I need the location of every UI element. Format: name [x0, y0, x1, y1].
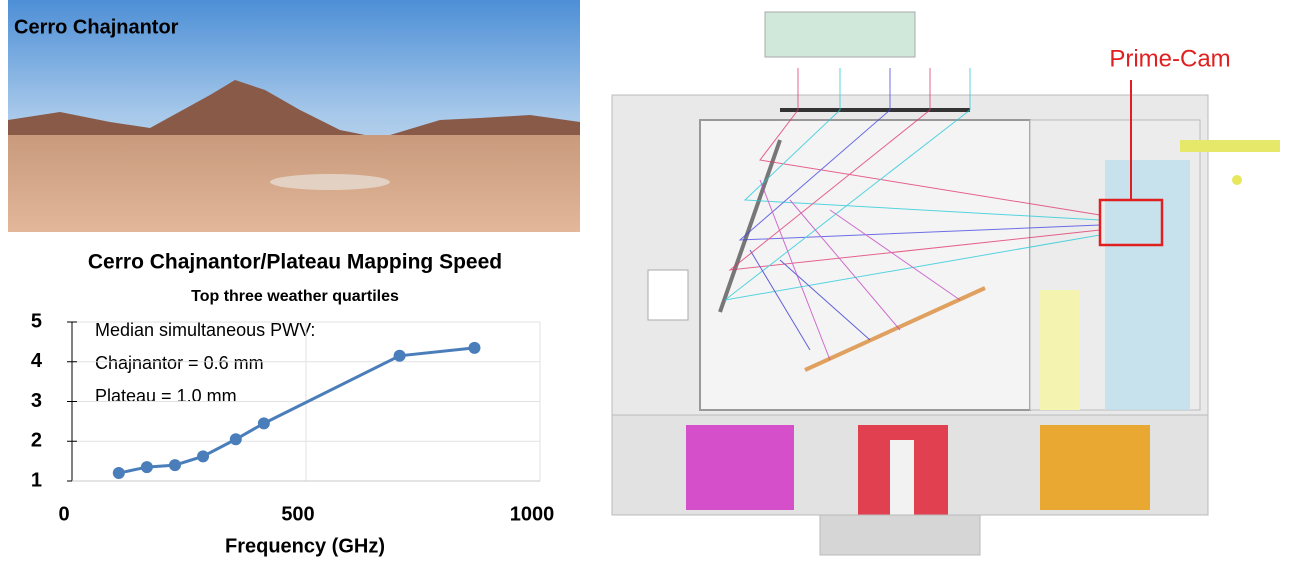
y-tick-label: 1 — [31, 469, 42, 491]
point — [197, 450, 209, 462]
chart-title: Cerro Chajnantor/Plateau Mapping Speed — [88, 251, 502, 274]
point — [394, 350, 406, 362]
annotation: Median simultaneous PWV: — [95, 320, 315, 340]
y-tick-label: 2 — [31, 430, 42, 452]
point — [230, 433, 242, 445]
instrument-label: Prime-Cam — [1109, 45, 1230, 72]
annotation: Chajnantor = 0.6 mm — [95, 353, 264, 373]
point — [141, 461, 153, 473]
y-tick-label: 4 — [31, 350, 43, 372]
y-tick-label: 5 — [31, 310, 42, 332]
point — [468, 342, 480, 354]
figure: Cerro Chajnantor Cerro Chajnantor/Platea… — [0, 0, 1294, 563]
point — [113, 467, 125, 479]
plot: 1 2 3 4 5 0 500 1000 — [31, 310, 554, 525]
y-tick-label: 3 — [31, 390, 42, 412]
annotation: Plateau = 1.0 mm — [95, 386, 237, 406]
telescope-diagram: Prime-Cam — [612, 12, 1280, 555]
x-tick-label: 1000 — [510, 503, 555, 525]
point — [169, 459, 181, 471]
photo-label: Cerro Chajnantor — [14, 16, 179, 38]
chart-subtitle: Top three weather quartiles — [191, 288, 399, 305]
x-tick-label: 0 — [58, 503, 69, 525]
x-tick-label: 500 — [281, 503, 314, 525]
photo: Cerro Chajnantor — [8, 0, 580, 232]
point — [258, 417, 270, 429]
x-axis-label: Frequency (GHz) — [225, 535, 385, 557]
